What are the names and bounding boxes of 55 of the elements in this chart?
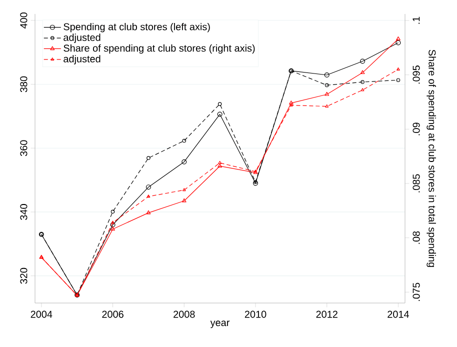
x-axis-title: year — [210, 320, 230, 328]
x-tick-label: 2012 — [316, 310, 338, 318]
point — [182, 188, 186, 192]
point — [218, 164, 222, 168]
point — [110, 210, 115, 214]
point — [324, 72, 330, 78]
y-tick-label: 340 — [20, 204, 28, 220]
point — [360, 80, 364, 84]
point — [324, 83, 329, 88]
point — [110, 226, 115, 231]
y2-tick-label: .08 — [412, 231, 420, 244]
y-tick-label: 320 — [20, 268, 28, 284]
point — [254, 170, 258, 173]
point — [253, 180, 258, 186]
point — [218, 102, 222, 106]
x-tick-label: 2014 — [388, 310, 410, 318]
x-tick-label: 2004 — [30, 310, 52, 318]
point — [324, 92, 330, 96]
y2-tick-label: .095 — [412, 66, 420, 84]
point — [146, 210, 151, 214]
point — [146, 194, 150, 198]
x-tick-label: 2008 — [174, 310, 195, 318]
point — [360, 58, 366, 64]
y-tick-label: 360 — [20, 140, 28, 156]
point — [218, 160, 222, 164]
y-tick-label: 400 — [20, 12, 28, 28]
point — [360, 70, 365, 74]
legend-label: Spending at club stores (left axis) — [64, 22, 210, 32]
point — [288, 100, 294, 104]
point — [182, 138, 186, 143]
legend-label: adjusted — [64, 55, 100, 64]
point — [146, 184, 151, 190]
point — [182, 159, 187, 164]
point — [111, 220, 114, 224]
y2-tick-label: .085 — [412, 174, 420, 192]
y2-axis-title: Share of spending at club stores in total spending — [426, 50, 436, 267]
point — [290, 103, 293, 106]
point — [253, 170, 258, 174]
y2-tick-label: .09 — [412, 122, 420, 136]
y2-tick-label: .1 — [412, 16, 420, 24]
point — [360, 88, 364, 92]
point — [396, 68, 400, 71]
y-tick-label: 380 — [20, 76, 28, 92]
point — [396, 78, 400, 82]
y2-tick-label: .075 — [412, 282, 420, 301]
x-tick-label: 2010 — [244, 310, 266, 318]
point — [182, 198, 186, 202]
point — [254, 180, 258, 184]
point — [110, 222, 116, 228]
legend-label: adjusted — [64, 34, 100, 43]
point — [325, 104, 329, 108]
point — [146, 156, 150, 160]
point — [217, 112, 222, 117]
x-tick-label: 2006 — [102, 310, 124, 318]
legend-label: Share of spending at club stores (right axis) — [64, 44, 255, 54]
